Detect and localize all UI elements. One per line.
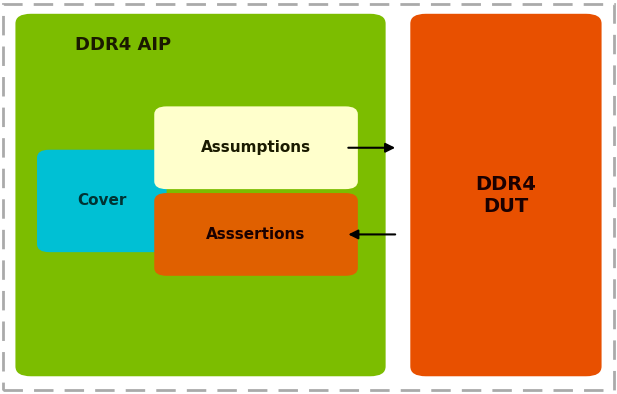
Text: DDR4 AIP: DDR4 AIP [75, 36, 172, 54]
Text: Asssertions: Asssertions [206, 227, 306, 242]
FancyBboxPatch shape [410, 14, 602, 376]
FancyBboxPatch shape [37, 150, 167, 252]
FancyBboxPatch shape [154, 106, 358, 189]
Text: DDR4
DUT: DDR4 DUT [476, 175, 536, 216]
FancyBboxPatch shape [15, 14, 386, 376]
FancyBboxPatch shape [154, 193, 358, 276]
Text: Assumptions: Assumptions [201, 140, 311, 155]
Text: Cover: Cover [77, 193, 126, 208]
